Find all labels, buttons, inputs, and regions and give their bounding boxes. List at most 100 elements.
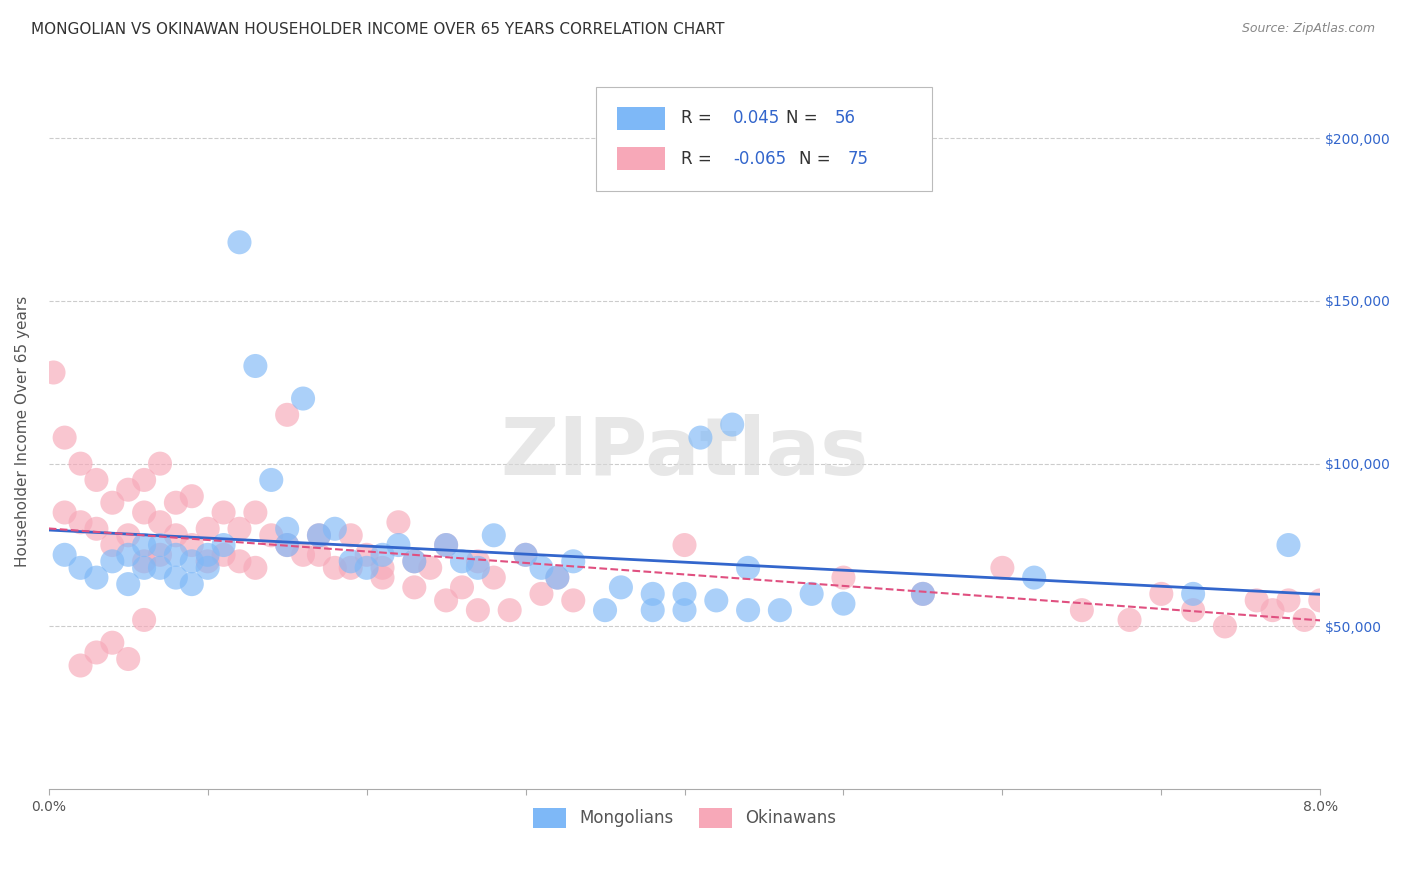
Point xyxy=(371,561,394,575)
Point xyxy=(673,587,696,601)
Point xyxy=(356,561,378,575)
Point xyxy=(498,603,520,617)
Point xyxy=(387,538,409,552)
Text: -0.065: -0.065 xyxy=(733,150,786,168)
Point xyxy=(276,522,298,536)
Text: N =: N = xyxy=(799,150,835,168)
Point xyxy=(1246,593,1268,607)
Point xyxy=(451,554,474,568)
Point xyxy=(1309,593,1331,607)
Point xyxy=(180,489,202,503)
Point xyxy=(69,561,91,575)
Point xyxy=(323,561,346,575)
Point xyxy=(530,587,553,601)
Point xyxy=(1118,613,1140,627)
Text: 56: 56 xyxy=(835,109,855,127)
Point xyxy=(245,506,267,520)
Point xyxy=(197,522,219,536)
Point xyxy=(165,528,187,542)
Point xyxy=(562,554,585,568)
Text: 75: 75 xyxy=(848,150,869,168)
Point xyxy=(1294,613,1316,627)
Point xyxy=(132,538,155,552)
Point xyxy=(165,496,187,510)
Point xyxy=(180,554,202,568)
FancyBboxPatch shape xyxy=(596,87,932,191)
Point xyxy=(610,580,633,594)
Point xyxy=(53,506,76,520)
Point xyxy=(1182,587,1205,601)
Point xyxy=(339,561,361,575)
Point xyxy=(404,554,426,568)
Point xyxy=(197,554,219,568)
Text: MONGOLIAN VS OKINAWAN HOUSEHOLDER INCOME OVER 65 YEARS CORRELATION CHART: MONGOLIAN VS OKINAWAN HOUSEHOLDER INCOME… xyxy=(31,22,724,37)
Point xyxy=(86,645,108,659)
Point xyxy=(434,593,457,607)
Text: ZIPatlas: ZIPatlas xyxy=(501,414,869,491)
Point xyxy=(1024,571,1046,585)
Point xyxy=(117,652,139,666)
Point xyxy=(292,548,315,562)
Point xyxy=(704,593,727,607)
Point xyxy=(546,571,568,585)
Point xyxy=(132,561,155,575)
Point xyxy=(737,561,759,575)
Point xyxy=(69,515,91,529)
Point xyxy=(69,457,91,471)
Text: R =: R = xyxy=(681,150,717,168)
Point xyxy=(228,554,250,568)
Point xyxy=(991,561,1014,575)
Point xyxy=(53,431,76,445)
Point xyxy=(228,522,250,536)
Point xyxy=(197,561,219,575)
Point xyxy=(1277,538,1299,552)
Point xyxy=(339,554,361,568)
Point xyxy=(419,561,441,575)
Point xyxy=(245,561,267,575)
Point xyxy=(132,473,155,487)
Point xyxy=(1070,603,1092,617)
Point xyxy=(117,528,139,542)
Point xyxy=(737,603,759,617)
Point xyxy=(69,658,91,673)
FancyBboxPatch shape xyxy=(617,147,665,170)
Point xyxy=(1261,603,1284,617)
Point xyxy=(641,587,664,601)
Point xyxy=(149,538,172,552)
Point xyxy=(515,548,537,562)
Point xyxy=(482,571,505,585)
Point xyxy=(530,561,553,575)
Point xyxy=(387,515,409,529)
Point xyxy=(149,548,172,562)
Point xyxy=(1277,593,1299,607)
Point xyxy=(371,571,394,585)
Point xyxy=(149,457,172,471)
Point xyxy=(101,538,124,552)
Point xyxy=(1213,619,1236,633)
Point xyxy=(132,554,155,568)
Point xyxy=(53,548,76,562)
Point xyxy=(467,561,489,575)
Text: 0.045: 0.045 xyxy=(733,109,780,127)
Point xyxy=(180,538,202,552)
Y-axis label: Householder Income Over 65 years: Householder Income Over 65 years xyxy=(15,295,30,566)
Point xyxy=(1150,587,1173,601)
Point xyxy=(721,417,744,432)
Text: Source: ZipAtlas.com: Source: ZipAtlas.com xyxy=(1241,22,1375,36)
Point xyxy=(451,580,474,594)
Point xyxy=(197,548,219,562)
Point xyxy=(371,548,394,562)
Point xyxy=(515,548,537,562)
Point xyxy=(132,613,155,627)
Point xyxy=(308,548,330,562)
Point xyxy=(245,359,267,373)
Point xyxy=(911,587,934,601)
Point xyxy=(117,577,139,591)
Point xyxy=(308,528,330,542)
Point xyxy=(86,473,108,487)
Point xyxy=(673,538,696,552)
Point xyxy=(101,554,124,568)
Point xyxy=(165,548,187,562)
Point xyxy=(593,603,616,617)
Point xyxy=(101,636,124,650)
